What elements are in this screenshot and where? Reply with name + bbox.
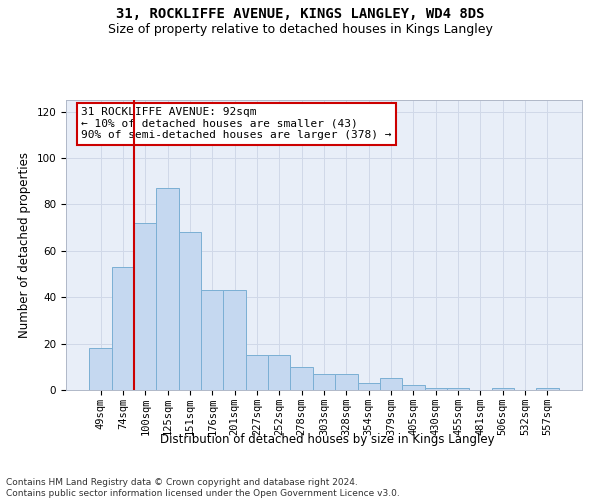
Bar bbox=[112, 267, 134, 390]
Bar bbox=[246, 355, 268, 390]
Bar bbox=[223, 290, 246, 390]
Bar bbox=[491, 388, 514, 390]
Bar bbox=[402, 386, 425, 390]
Bar bbox=[89, 348, 112, 390]
Bar bbox=[290, 367, 313, 390]
Bar bbox=[447, 388, 469, 390]
Bar bbox=[179, 232, 201, 390]
Bar bbox=[358, 383, 380, 390]
Bar bbox=[134, 223, 157, 390]
Bar bbox=[335, 374, 358, 390]
Bar bbox=[268, 355, 290, 390]
Bar bbox=[201, 290, 223, 390]
Text: 31, ROCKLIFFE AVENUE, KINGS LANGLEY, WD4 8DS: 31, ROCKLIFFE AVENUE, KINGS LANGLEY, WD4… bbox=[116, 8, 484, 22]
Y-axis label: Number of detached properties: Number of detached properties bbox=[18, 152, 31, 338]
Bar bbox=[425, 388, 447, 390]
Bar bbox=[313, 374, 335, 390]
Text: Size of property relative to detached houses in Kings Langley: Size of property relative to detached ho… bbox=[107, 22, 493, 36]
Bar bbox=[157, 188, 179, 390]
Text: Distribution of detached houses by size in Kings Langley: Distribution of detached houses by size … bbox=[160, 432, 494, 446]
Bar bbox=[380, 378, 402, 390]
Bar bbox=[536, 388, 559, 390]
Text: 31 ROCKLIFFE AVENUE: 92sqm
← 10% of detached houses are smaller (43)
90% of semi: 31 ROCKLIFFE AVENUE: 92sqm ← 10% of deta… bbox=[82, 108, 392, 140]
Text: Contains HM Land Registry data © Crown copyright and database right 2024.
Contai: Contains HM Land Registry data © Crown c… bbox=[6, 478, 400, 498]
